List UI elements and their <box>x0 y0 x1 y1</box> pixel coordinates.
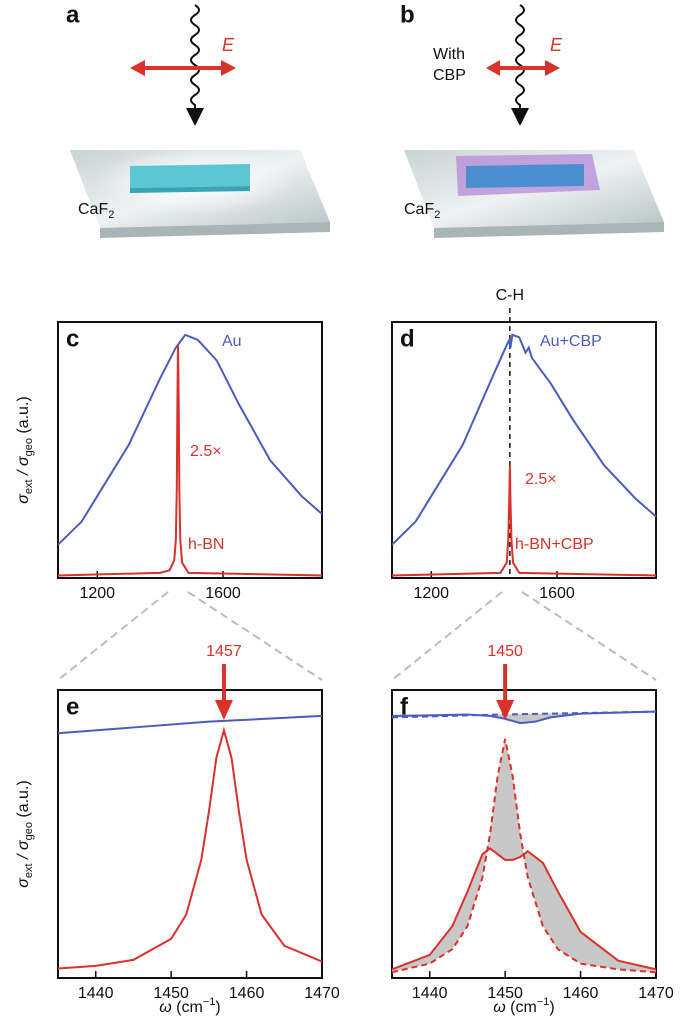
curve <box>57 333 323 546</box>
substrate-text: CaF <box>404 201 434 218</box>
field-arrow-head <box>130 60 145 76</box>
x-tick-label: 1600 <box>539 585 575 602</box>
curve <box>57 726 323 970</box>
reference-label: C-H <box>496 287 524 304</box>
panel-label: d <box>400 325 415 352</box>
coating-label: CBP <box>433 67 466 84</box>
curve <box>57 714 323 735</box>
x-tick-label: 1450 <box>487 985 523 1002</box>
panel-label: f <box>400 693 409 720</box>
curve <box>391 465 657 577</box>
panel-label: b <box>400 1 415 28</box>
panel-label: e <box>66 693 79 720</box>
annotation: 2.5× <box>525 471 557 488</box>
y-axis-label-part: geo <box>23 822 35 840</box>
x-axis-label: ω (cm−1) <box>493 996 554 1016</box>
substrate-text: CaF <box>78 201 108 218</box>
annotation: Au+CBP <box>540 333 602 350</box>
substrate-edge <box>100 222 330 238</box>
y-axis-label: σext / σgeo (a.u.) <box>15 396 35 503</box>
arrow-head <box>186 108 204 126</box>
x-tick-label: 1460 <box>563 985 599 1002</box>
x-tick-label: 1450 <box>153 985 189 1002</box>
coating-label: With <box>433 46 465 63</box>
x-axis-label-part: (cm <box>506 999 537 1016</box>
panel-b: b E With CBP CaF2 <box>400 1 664 238</box>
arrow-head <box>511 108 529 126</box>
y-axis-label-part: σ <box>15 493 32 504</box>
field-label: E <box>222 35 235 55</box>
annotation: Au <box>222 333 242 350</box>
substrate-sub: 2 <box>434 209 440 221</box>
zoom-guide <box>187 591 323 681</box>
antenna <box>130 164 250 188</box>
x-tick-label: 1440 <box>78 985 114 1002</box>
annotation: h-BN <box>188 536 224 553</box>
x-axis-label-part: ) <box>549 999 554 1016</box>
x-tick-label: 1440 <box>412 985 448 1002</box>
x-tick-label: 1470 <box>304 985 340 1002</box>
curve <box>391 738 657 974</box>
curve <box>391 710 657 719</box>
panel-a: a E CaF2 <box>66 1 330 238</box>
plot-frame <box>57 321 323 579</box>
x-axis-label: ω (cm−1) <box>159 996 220 1016</box>
antenna-edge <box>130 186 250 193</box>
difference-fill <box>392 711 656 724</box>
x-axis-label-part: ω <box>159 999 171 1016</box>
zoom-guide <box>57 591 169 681</box>
x-axis-label-part: ) <box>215 999 220 1016</box>
x-axis-label-part: −1 <box>537 996 550 1008</box>
zoom-guide <box>391 591 503 681</box>
substrate-label: CaF2 <box>404 201 440 221</box>
x-axis-label-part: (cm <box>172 999 203 1016</box>
curve <box>391 333 657 546</box>
substrate-edge <box>434 222 664 238</box>
y-axis-label-part: / σ <box>15 839 32 863</box>
annotation: 2.5× <box>190 443 222 460</box>
marker-arrow-head <box>496 700 515 720</box>
x-axis-label-part: ω <box>493 999 505 1016</box>
marker-label: 1457 <box>206 643 242 660</box>
y-axis-label-part: (a.u.) <box>15 396 32 438</box>
field-label: E <box>550 35 563 55</box>
field-arrow-head <box>486 60 500 76</box>
plot-frame <box>391 689 657 979</box>
y-axis-label-part: ext <box>23 863 35 878</box>
y-axis-label-part: (a.u.) <box>15 780 32 822</box>
substrate-sub: 2 <box>108 209 114 221</box>
panel-label: a <box>66 1 80 28</box>
field-arrow-head <box>545 60 560 76</box>
x-tick-label: 1470 <box>638 985 674 1002</box>
y-axis-label-part: ext <box>23 479 35 494</box>
panel-label: c <box>66 325 79 352</box>
marker-label: 1450 <box>487 643 523 660</box>
x-tick-label: 1460 <box>229 985 265 1002</box>
marker-arrow-head <box>214 700 233 720</box>
annotation: h-BN+CBP <box>515 536 594 553</box>
x-tick-label: 1600 <box>205 585 241 602</box>
wave <box>190 4 200 110</box>
y-axis-label-part: σ <box>15 877 32 888</box>
wave <box>515 4 525 110</box>
x-axis-label-part: −1 <box>203 996 216 1008</box>
antenna <box>466 164 584 188</box>
plot-frame <box>391 321 657 579</box>
y-axis-label-part: geo <box>23 438 35 456</box>
curve <box>391 847 657 971</box>
curve <box>57 345 323 577</box>
plot-frame <box>57 689 323 979</box>
field-arrow-head <box>221 60 236 76</box>
curve <box>391 710 657 725</box>
y-axis-label-part: / σ <box>15 455 32 479</box>
zoom-guide <box>521 591 657 681</box>
substrate-label: CaF2 <box>78 201 114 221</box>
x-tick-label: 1200 <box>79 585 115 602</box>
x-tick-label: 1200 <box>413 585 449 602</box>
y-axis-label: σext / σgeo (a.u.) <box>15 780 35 887</box>
